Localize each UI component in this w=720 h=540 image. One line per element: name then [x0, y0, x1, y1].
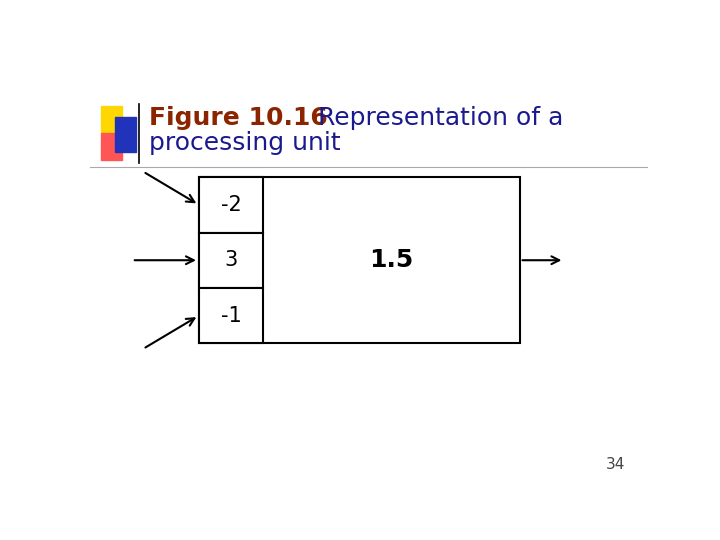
Bar — [199, 233, 263, 288]
Bar — [101, 133, 122, 160]
Text: 3: 3 — [224, 250, 238, 270]
Text: Representation of a: Representation of a — [302, 106, 564, 130]
Text: -1: -1 — [220, 306, 241, 326]
Text: 1.5: 1.5 — [369, 248, 413, 272]
Text: Figure 10.16: Figure 10.16 — [148, 106, 328, 130]
Text: processing unit: processing unit — [148, 131, 341, 156]
Bar — [199, 177, 263, 233]
Bar — [114, 117, 136, 152]
Text: 34: 34 — [606, 457, 626, 472]
Bar — [199, 288, 263, 343]
Text: -2: -2 — [220, 195, 241, 215]
Bar — [101, 106, 122, 133]
Bar — [199, 177, 520, 343]
